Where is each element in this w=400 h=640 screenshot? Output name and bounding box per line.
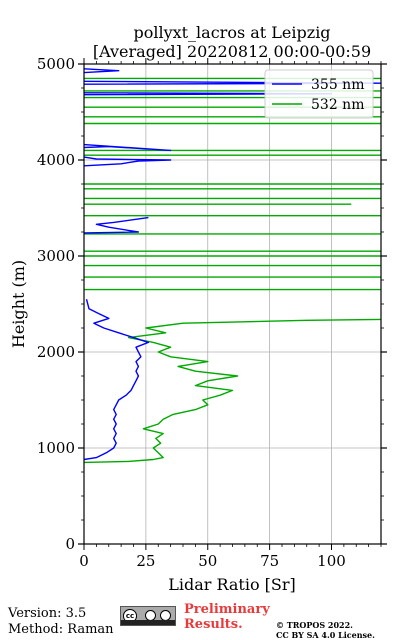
- y-axis-label: Height (m): [9, 260, 28, 348]
- grid: [83, 63, 381, 545]
- x-tick-label: 0: [79, 552, 89, 570]
- preliminary-line2: Results.: [184, 617, 243, 632]
- x-tick-label: 100: [317, 552, 346, 570]
- y-tick-label: 2000: [37, 343, 75, 361]
- legend-box: [264, 69, 374, 119]
- legend-label-532: 532 nm: [311, 97, 364, 113]
- copyright-notice: © TROPOS 2022. CC BY SA 4.0 License.: [276, 620, 375, 640]
- plot-frame: [83, 63, 382, 545]
- method-text: Method: Raman: [8, 622, 114, 637]
- cc-license-badge: cc: [120, 606, 176, 626]
- preliminary-line1: Preliminary: [184, 602, 270, 617]
- series-line-355-nm: [84, 68, 381, 461]
- legend-label-355: 355 nm: [311, 77, 364, 93]
- chart-title: pollyxt_lacros at Leipzig: [133, 23, 330, 42]
- x-tick-label: 25: [136, 552, 155, 570]
- cc-strip: [121, 620, 175, 625]
- legend: 355 nm 532 nm: [264, 69, 374, 119]
- y-tick-label: 1000: [37, 439, 75, 457]
- x-tick-label: 50: [198, 552, 217, 570]
- y-tick-label: 4000: [37, 151, 75, 169]
- preliminary-notice: Preliminary Results.: [184, 602, 270, 632]
- y-tick-label: 5000: [37, 55, 75, 73]
- series-line-532-nm: [84, 77, 381, 464]
- version-text: Version: 3.5: [8, 606, 87, 621]
- x-axis-label: Lidar Ratio [Sr]: [168, 575, 296, 594]
- y-tick-label: 0: [65, 535, 75, 553]
- copyright-line1: © TROPOS 2022.: [276, 620, 353, 630]
- chart-subtitle: [Averaged] 20220812 00:00-00:59: [93, 42, 371, 61]
- series-layer: [84, 68, 381, 464]
- copyright-line2: CC BY SA 4.0 License.: [276, 630, 375, 640]
- x-tick-label: 75: [260, 552, 279, 570]
- y-tick-label: 3000: [37, 247, 75, 265]
